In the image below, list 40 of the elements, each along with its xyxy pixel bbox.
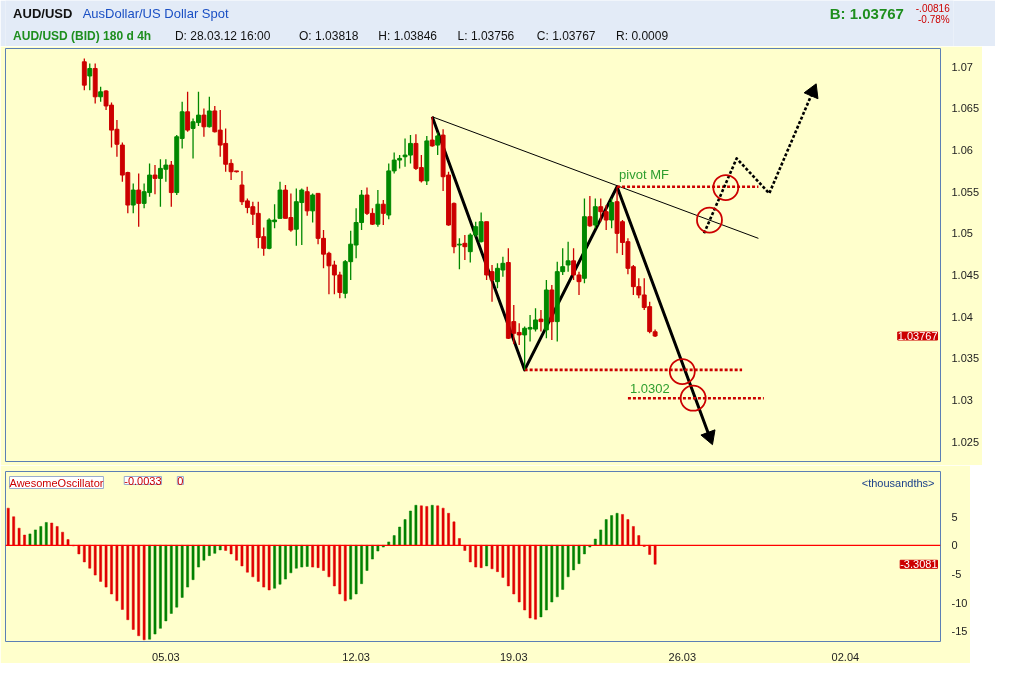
text: O: 1.03818: [299, 28, 359, 43]
chart-subtitle: AusDollar/US Dollar Spot: [82, 6, 229, 21]
y-tick-label: 1.05: [951, 227, 973, 240]
y-tick-label: 1.07: [951, 60, 973, 73]
y-tick-label: -15: [951, 625, 968, 638]
text: B: 1.03767: [829, 5, 904, 22]
y-tick-label: 1.035: [951, 352, 980, 365]
y-tick-label: 5: [951, 510, 958, 523]
annotation: -3.3081: [900, 558, 938, 571]
annotation: <thousandths>: [861, 476, 935, 489]
y-tick-label: 1.025: [951, 435, 980, 448]
text: H: 1.03846: [378, 28, 438, 43]
chart-title: AwesomeOscillator: [9, 476, 104, 489]
y-tick-label: 1.06: [951, 144, 973, 157]
y-tick-label: 1.055: [951, 185, 980, 198]
x-tick-label: 02.04: [831, 650, 860, 663]
y-tick-label: 0: [951, 539, 958, 552]
x-tick-label: 19.03: [500, 650, 528, 663]
annotation: 0: [177, 474, 184, 487]
text: D: 28.03.12 16:00: [174, 28, 271, 43]
series-label: 1.0302: [629, 381, 670, 397]
x-tick-label: 05.03: [152, 650, 180, 663]
text: -0.78%: [918, 14, 950, 25]
text: C: 1.03767: [536, 28, 596, 43]
series-label: pivot MF: [619, 166, 669, 182]
y-tick-label: 1.04: [951, 310, 973, 323]
x-tick-label: 26.03: [668, 650, 697, 663]
chart-title: AUD/USD: [13, 6, 73, 21]
y-tick-label: 1.045: [951, 268, 980, 281]
y-tick-label: -5: [951, 567, 962, 580]
text: -.00816: [915, 2, 951, 14]
annotation: -0.0033: [124, 474, 162, 487]
annotation: 1.03767: [897, 330, 938, 343]
text: L: 1.03756: [457, 28, 515, 43]
y-tick-label: -10: [951, 596, 968, 609]
y-tick-label: 1.065: [951, 102, 980, 115]
y-tick-label: 1.03: [951, 393, 973, 406]
text: R: 0.0009: [616, 28, 669, 43]
text: AUD/USD (BID) 180 d 4h: [13, 28, 152, 43]
x-tick-label: 12.03: [342, 650, 370, 663]
